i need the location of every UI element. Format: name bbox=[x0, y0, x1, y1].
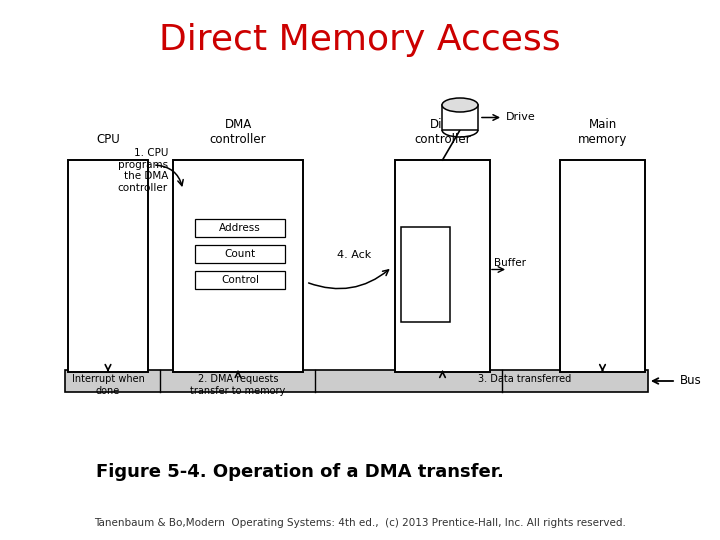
Text: 2. DMA requests
transfer to memory: 2. DMA requests transfer to memory bbox=[190, 374, 286, 396]
Text: Main
memory: Main memory bbox=[578, 118, 627, 146]
Bar bbox=[65, 370, 648, 392]
Text: Bus: Bus bbox=[680, 375, 702, 388]
Text: Address: Address bbox=[219, 223, 261, 233]
Ellipse shape bbox=[442, 98, 478, 112]
Text: CPU: CPU bbox=[96, 133, 120, 146]
Text: 1. CPU
programs
the DMA
controller: 1. CPU programs the DMA controller bbox=[118, 148, 168, 193]
Text: Disk
controller: Disk controller bbox=[414, 118, 471, 146]
Bar bbox=[560, 160, 645, 372]
Text: 4. Ack: 4. Ack bbox=[337, 250, 371, 260]
Bar bbox=[68, 160, 148, 372]
Text: Direct Memory Access: Direct Memory Access bbox=[159, 23, 561, 57]
Text: DMA
controller: DMA controller bbox=[210, 118, 266, 146]
Text: Tanenbaum & Bo,Modern  Operating Systems: 4th ed.,  (c) 2013 Prentice-Hall, Inc.: Tanenbaum & Bo,Modern Operating Systems:… bbox=[94, 518, 626, 528]
Bar bbox=[173, 160, 303, 372]
Text: Figure 5-4. Operation of a DMA transfer.: Figure 5-4. Operation of a DMA transfer. bbox=[96, 463, 504, 481]
Bar bbox=[442, 105, 478, 130]
Text: Interrupt when
done: Interrupt when done bbox=[71, 374, 145, 396]
Bar bbox=[195, 245, 285, 263]
Bar bbox=[195, 271, 285, 289]
Bar bbox=[395, 160, 490, 372]
Text: 3. Data transferred: 3. Data transferred bbox=[478, 374, 572, 384]
Text: Drive: Drive bbox=[506, 112, 536, 123]
Text: Buffer: Buffer bbox=[494, 258, 526, 267]
Bar bbox=[195, 219, 285, 237]
Text: Count: Count bbox=[225, 249, 256, 259]
Text: Control: Control bbox=[221, 275, 259, 285]
Bar bbox=[401, 227, 450, 322]
